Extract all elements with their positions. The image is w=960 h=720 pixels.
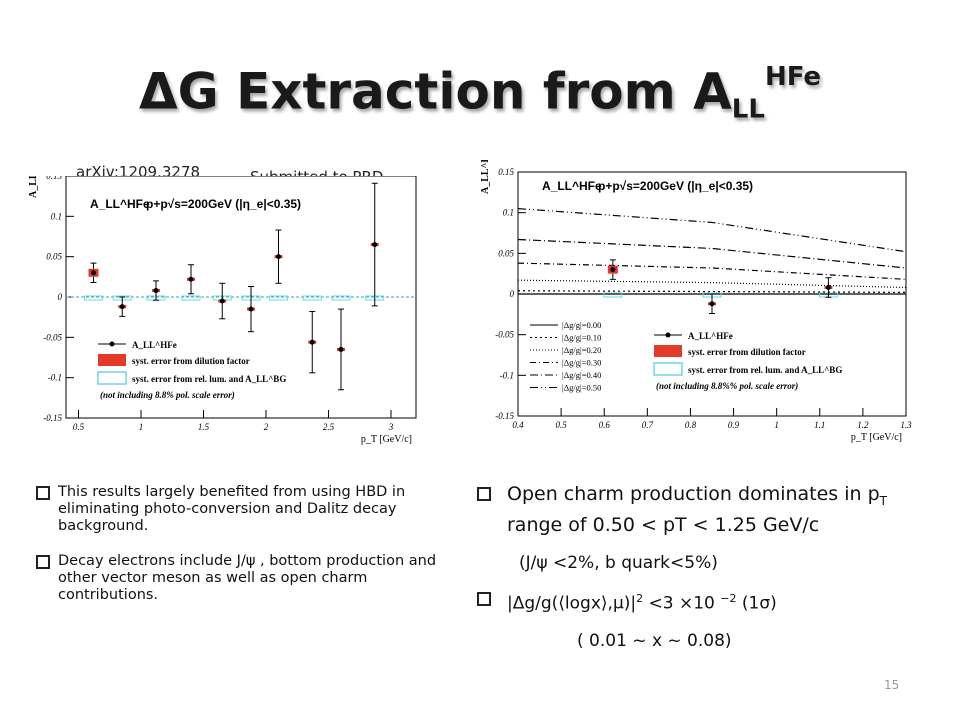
x-tick-label: 0.8 [685,420,697,430]
y-tick-label: -0.05 [495,330,514,340]
plot-header: p+p√s=200GeV (|η_e|<0.35) [598,179,753,193]
x-axis-label: p_T [GeV/c] [361,434,412,445]
y-tick-label: 0.1 [51,211,62,221]
legend-swatch-rel-lum [653,362,683,376]
curve-legend-label: |Δg/g|=0.50 [562,383,601,393]
x-tick-label: 1 [774,420,779,430]
x-tick-label: 1.3 [900,420,912,430]
right-bullet-item: Open charm production dominates in pT ra… [477,482,947,537]
plot-symbol-label: A_LL^HFe [542,179,602,193]
theory-curve [517,208,907,253]
y-tick-label: 0.05 [498,248,514,258]
bullet-square-icon [36,555,50,569]
data-point [91,270,96,276]
y-tick-label: -0.05 [43,332,62,342]
x-tick-label: 1.5 [198,422,210,432]
data-point [372,242,378,248]
bullet-square-icon [477,591,491,606]
legend-label-dilution: syst. error from dilution factor [132,356,250,366]
data-point [338,346,344,352]
right-asymmetry-plot: -0.15 -0.1 -0.05 0 0.05 0.1 0.15 0.4 0.5 0.6 0.7 0.… [480,160,912,443]
legend-label-rel-lum: syst. error from rel. lum. and A_LL^BG [688,365,842,375]
curve-legend-label: |Δg/g|=0.40 [562,370,601,380]
data-point [219,298,225,304]
legend-swatch-dilution [98,354,126,366]
x-tick-label: 1.2 [857,420,869,430]
y-tick-label: -0.1 [500,370,514,380]
x-tick-label: 3 [388,422,394,432]
left-bullet-item: This results largely benefited from usin… [36,484,466,535]
legend-swatch-point [665,332,671,338]
legend-label-symbol: A_LL^HFe [688,331,733,341]
data-point [153,288,159,294]
curve-legend-label: |Δg/g|=0.20 [562,345,601,355]
x-tick-label: 2 [264,422,269,432]
data-point [309,339,315,345]
y-axis-label: A_LL^HFe [480,160,491,194]
y-tick-label: -0.15 [495,411,514,421]
data-point [248,306,254,312]
x-tick-label: 0.4 [512,420,524,430]
legend-swatch-rel-lum [97,371,127,385]
curve-legend-label: |Δg/g|=0.30 [562,358,601,368]
left-bullet-list: This results largely benefited from usin… [36,484,466,622]
data-point [709,301,715,307]
x-axis-label: p_T [GeV/c] [851,432,902,443]
right-bullet-note: (J/ψ <2%, b quark<5%) [519,552,718,573]
x-tick-label: 0.5 [73,422,85,432]
syst-box-rel-lum [331,295,351,301]
y-axis-label: A_LL^HFe [28,176,39,198]
legend-swatch-dilution [654,345,682,357]
y-tick-label: 0 [58,292,63,302]
syst-box-rel-lum [302,295,322,301]
legend-swatch-point [109,341,115,347]
y-tick-label: 0.15 [46,176,62,181]
y-tick-label: -0.1 [48,373,62,383]
syst-box-rel-lum [84,295,103,301]
x-tick-label: 1 [139,422,144,432]
y-tick-label: 0.15 [498,167,514,177]
right-bullet-item: |Δg/g(⟨logx⟩,μ)|2 <3 ×10 −2 (1σ) [477,587,947,616]
legend-label-note: (not including 8.8% pol. scale error) [100,390,235,400]
data-point [610,267,616,273]
legend-label-note: (not including 8.8%% pol. scale error) [656,381,798,391]
right-bullet-note: ( 0.01 ~ x ~ 0.08) [577,631,732,652]
curve-legend-label: |Δg/g|=0.10 [562,333,601,343]
plot-header: p+p√s=200GeV (|η_e|<0.35) [146,197,301,211]
legend-label-dilution: syst. error from dilution factor [688,347,806,357]
data-point [825,284,831,290]
y-tick-label: 0 [510,289,515,299]
x-tick-label: 0.7 [642,420,654,430]
right-bullet-list: Open charm production dominates in pT ra… [477,482,947,653]
data-point [188,276,194,282]
left-bullet-item: Decay electrons include J/ψ , bottom pro… [36,553,466,604]
syst-box-rel-lum [181,295,201,301]
y-tick-label: -0.15 [43,413,62,423]
syst-box-rel-lum [603,292,623,298]
data-point [119,304,125,310]
y-tick-label: 0.1 [503,208,514,218]
legend-label-rel-lum: syst. error from rel. lum. and A_LL^BG [132,374,286,384]
page-number: 15 [884,678,900,692]
x-tick-label: 0.6 [599,420,611,430]
x-tick-label: 2.5 [323,422,335,432]
x-tick-label: 0.5 [555,420,567,430]
theory-curve [517,238,907,269]
plot-symbol-label: A_LL^HFe [90,197,150,211]
curve-legend-label: |Δg/g|=0.00 [562,320,601,330]
data-point [276,254,281,260]
bullet-square-icon [36,486,50,500]
y-tick-label: 0.05 [46,252,62,262]
syst-box-rel-lum [269,295,288,301]
x-tick-label: 1.1 [814,420,825,430]
left-asymmetry-plot: -0.15 -0.1 -0.05 0 0.05 0.1 0.15 0.5 1 1.5 2 2.5 3 p_… [28,176,417,445]
slide-title: ΔG Extraction from ALLHFe [138,62,822,125]
x-tick-label: 0.9 [728,420,740,430]
bullet-square-icon [477,487,491,501]
legend-label-symbol: A_LL^HFe [132,340,177,350]
